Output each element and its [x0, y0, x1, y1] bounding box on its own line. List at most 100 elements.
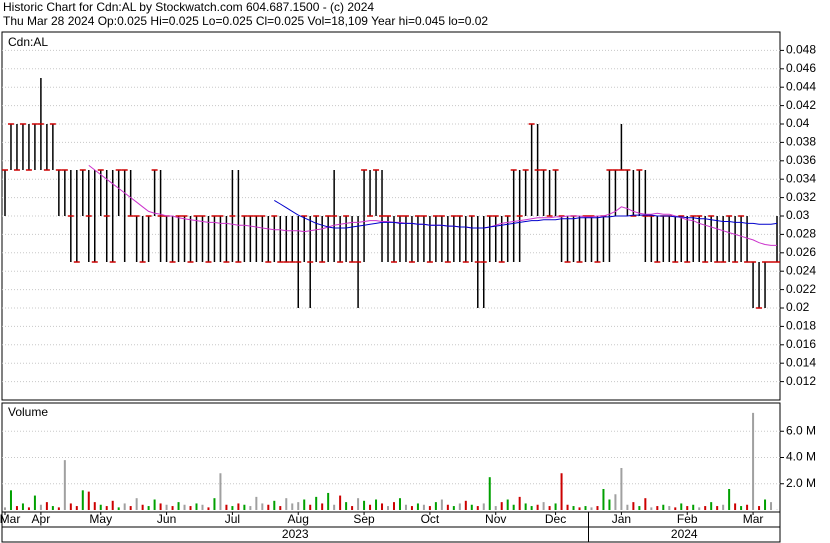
volume-bar — [770, 502, 773, 510]
volume-bar — [189, 506, 192, 510]
x-tick-label: Aug — [288, 512, 309, 526]
volume-bar — [572, 506, 575, 510]
volume-bar — [351, 506, 354, 510]
x-tick-label: Oct — [421, 512, 440, 526]
volume-bar — [764, 499, 767, 510]
volume-bar — [512, 504, 515, 510]
volume-bar — [578, 507, 581, 510]
volume-bar — [297, 502, 300, 510]
volume-bar — [345, 502, 348, 510]
volume-bar — [285, 498, 288, 510]
volume-bar — [303, 499, 306, 510]
volume-bar — [668, 506, 671, 510]
volume-bar — [656, 506, 659, 510]
y-tick-label: 0.028 — [786, 227, 816, 241]
volume-bar — [135, 498, 138, 510]
volume-bar — [596, 506, 599, 510]
y-tick-label: 0.012 — [786, 374, 816, 388]
volume-bar — [440, 499, 443, 510]
volume-bar — [33, 495, 36, 510]
volume-bar — [309, 504, 312, 510]
volume-bar — [650, 507, 653, 510]
x-tick-label: Apr — [32, 512, 51, 526]
volume-bar — [680, 503, 683, 510]
x-tick-label: Jan — [612, 512, 631, 526]
volume-bar — [141, 504, 144, 510]
x-tick-label: Nov — [485, 512, 506, 526]
y-tick-label: 0.036 — [786, 153, 816, 167]
x-tick-label: May — [89, 512, 112, 526]
y-tick-label: 0.044 — [786, 79, 816, 93]
y-tick-label: 2.0 M — [786, 476, 816, 490]
volume-bar — [327, 492, 330, 510]
volume-bar — [291, 503, 294, 510]
volume-bar — [716, 506, 719, 510]
x-tick-label: Mar — [743, 512, 764, 526]
volume-bar — [123, 503, 126, 510]
volume-bar — [758, 506, 761, 510]
volume-bar — [15, 506, 18, 510]
volume-bar — [111, 500, 114, 510]
volume-bar — [381, 503, 384, 510]
y-tick-label: 0.04 — [786, 116, 810, 130]
volume-bar — [704, 506, 707, 510]
y-tick-label: 0.038 — [786, 135, 816, 149]
volume-bar — [542, 502, 545, 510]
volume-bar — [692, 504, 695, 510]
volume-bar — [81, 490, 84, 510]
volume-bar — [674, 507, 677, 510]
volume-bar — [21, 503, 24, 510]
y-tick-label: 4.0 M — [786, 450, 816, 464]
volume-bar — [452, 506, 455, 510]
volume-bar — [255, 496, 258, 510]
volume-bar — [566, 504, 569, 510]
volume-bar — [147, 506, 150, 510]
volume-bar — [63, 460, 66, 510]
volume-bar — [279, 506, 282, 510]
volume-bar — [267, 504, 270, 510]
volume-bar — [734, 503, 737, 510]
volume-bar — [69, 503, 72, 510]
volume-bar — [422, 504, 425, 510]
volume-bar — [357, 498, 360, 510]
y-tick-label: 0.032 — [786, 190, 816, 204]
volume-bar — [201, 504, 204, 510]
volume-bar — [626, 504, 629, 510]
volume-bar — [75, 506, 78, 510]
volume-bar — [752, 412, 755, 510]
volume-bar — [686, 506, 689, 510]
volume-bar — [608, 499, 611, 510]
volume-bar — [398, 498, 401, 510]
x-tick-label: Jun — [157, 512, 176, 526]
panel-label: Volume — [8, 405, 48, 419]
x-tick-label: Feb — [677, 512, 698, 526]
volume-bar — [243, 504, 246, 510]
volume-bar — [27, 507, 30, 510]
volume-bar — [536, 504, 539, 510]
y-tick-label: 0.014 — [786, 355, 816, 369]
y-tick-label: 0.048 — [786, 43, 816, 57]
volume-bar — [171, 506, 174, 510]
volume-bar — [249, 506, 252, 510]
volume-bar — [9, 490, 12, 510]
volume-bar — [638, 506, 641, 510]
y-tick-label: 0.018 — [786, 319, 816, 333]
chart-subtitle: Thu Mar 28 2024 Op:0.025 Hi=0.025 Lo=0.0… — [3, 14, 488, 28]
volume-bar — [620, 468, 623, 510]
volume-bar — [416, 503, 419, 510]
volume-bar — [722, 504, 725, 510]
volume-bar — [434, 502, 437, 510]
volume-bar — [662, 504, 665, 510]
y-tick-label: 0.016 — [786, 337, 816, 351]
volume-bar — [392, 502, 395, 510]
volume-bar — [506, 499, 509, 510]
x-tick-label: Dec — [545, 512, 566, 526]
volume-bar — [554, 503, 557, 510]
volume-bar — [464, 500, 467, 510]
volume-bar — [524, 503, 527, 510]
volume-bar — [333, 504, 336, 510]
chart-title: Historic Chart for Cdn:AL by Stockwatch.… — [3, 0, 374, 14]
x-tick-label: Mar — [0, 512, 20, 526]
volume-bar — [458, 503, 461, 510]
